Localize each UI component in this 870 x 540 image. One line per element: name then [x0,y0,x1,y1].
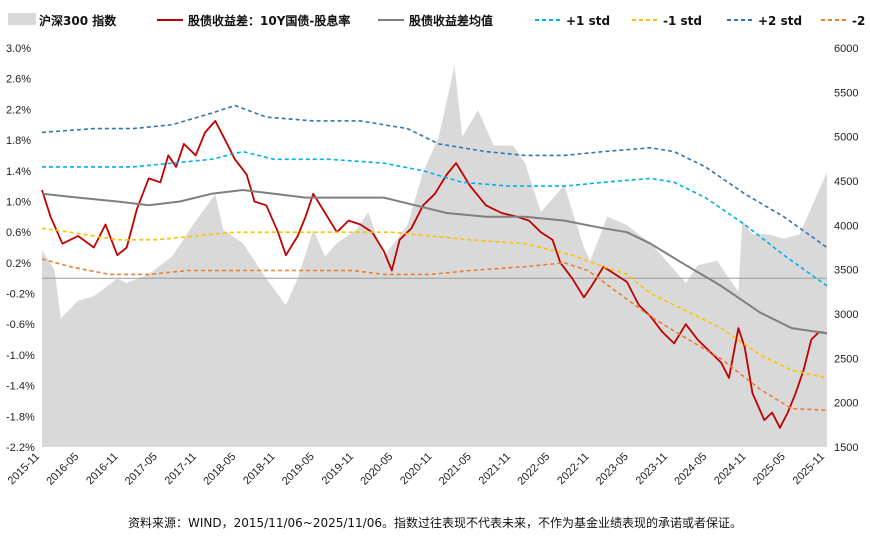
y-right-tick-label: 5500 [834,87,858,99]
legend-label-m2: -2 std [852,14,870,28]
y-right-tick-label: 2000 [834,398,858,410]
y-right-tick-label: 3000 [834,309,858,321]
x-tick-label: 2023-11 [634,451,670,487]
legend-swatch-csi300 [8,13,36,25]
y-left-tick-label: 0.2% [6,258,31,270]
x-tick-label: 2025-05 [751,451,788,488]
y-left-tick-label: 1.4% [6,166,31,178]
x-tick-label: 2020-05 [358,451,395,488]
y-left-tick-label: 3.0% [6,43,31,55]
x-tick-label: 2021-11 [477,451,513,487]
x-tick-label: 2017-11 [163,451,199,487]
y-left-tick-label: -1.0% [6,350,35,362]
x-tick-label: 2016-11 [84,451,120,487]
y-right-tick-label: 4500 [834,176,858,188]
y-right-tick-label: 4000 [834,220,858,232]
y-right-tick-label: 2500 [834,353,858,365]
series-p1-line [42,150,828,287]
series-csi300-area [42,65,827,447]
y-left-tick-label: 2.6% [6,74,31,86]
x-tick-label: 2019-11 [320,451,356,487]
legend-label-csi300: 沪深300 指数 [39,13,117,28]
x-tick-label: 2022-11 [555,451,591,487]
series-m2-line [41,258,828,411]
x-tick-label: 2015-11 [6,451,42,487]
x-tick-label: 2024-11 [712,451,748,487]
x-tick-label: 2021-05 [437,451,474,488]
y-left-tick-label: 2.2% [6,104,31,116]
x-tick-label: 2024-05 [672,451,709,488]
y-left-tick-label: -2.2% [6,442,35,454]
legend-label-p1: +1 std [566,14,610,28]
series-spread-line [41,120,828,429]
series-mean-line [41,189,828,335]
legend-label-mean: 股债收益差均值 [409,13,493,28]
legend-label-p2: +2 std [758,14,802,28]
x-tick-label: 2025-11 [791,451,827,487]
y-left-tick-label: -0.6% [6,319,35,331]
x-tick-label: 2016-05 [44,451,81,488]
x-tick-label: 2022-05 [515,451,552,488]
y-right-tick-label: 3500 [834,265,858,277]
y-left-tick-label: 1.0% [6,196,31,208]
x-tick-label: 2017-05 [123,451,160,488]
legend-label-spread: 股债收益差：10Y国债-股息率 [188,13,350,28]
series-p2-line [41,104,828,249]
x-tick-label: 2023-05 [594,451,631,488]
x-tick-label: 2019-05 [280,451,317,488]
x-tick-label: 2018-05 [201,451,238,488]
y-left-tick-label: -1.4% [6,381,35,393]
y-left-tick-label: 0.6% [6,227,31,239]
y-left-tick-label: -1.8% [6,411,35,423]
y-right-tick-label: 1500 [834,442,858,454]
y-left-tick-label: -0.2% [6,289,35,301]
x-tick-label: 2020-11 [398,451,434,487]
x-tick-label: 2018-11 [241,451,277,487]
y-right-tick-label: 5000 [834,132,858,144]
y-right-tick-label: 6000 [834,43,858,55]
legend-label-m1: -1 std [663,14,702,28]
source-footnote: 资料来源：WIND，2015/11/06~2025/11/06。指数过往表现不代… [127,516,742,530]
y-left-tick-label: 1.8% [6,135,31,147]
series-m1-line [41,227,828,379]
